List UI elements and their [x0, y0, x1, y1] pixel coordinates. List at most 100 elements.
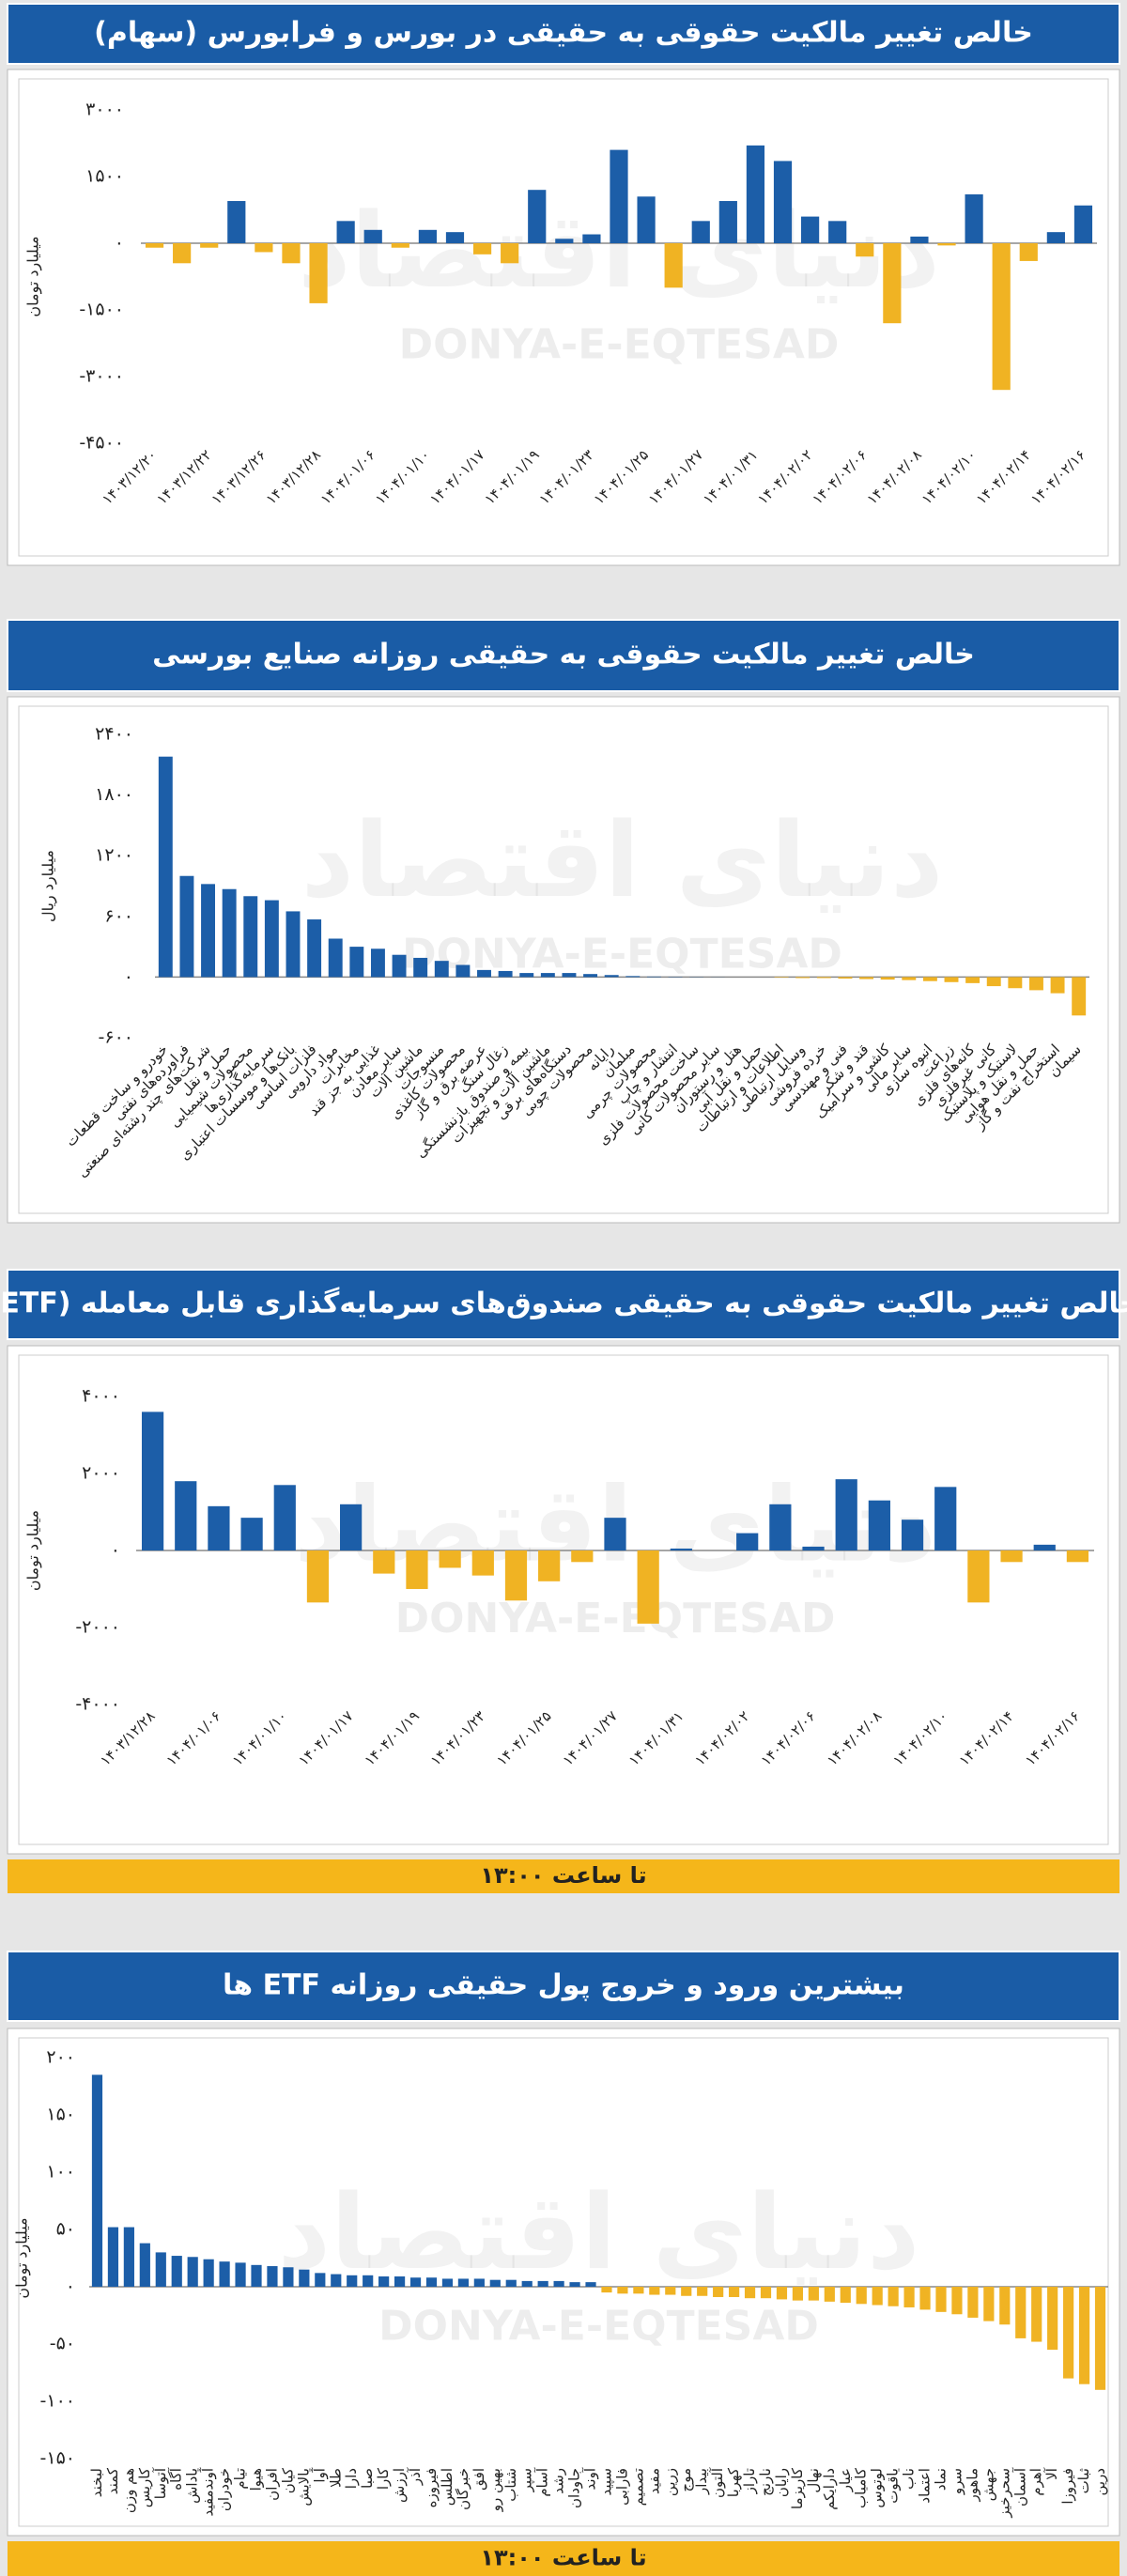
y-tick-label: -۶۰۰ [99, 1027, 133, 1048]
bar [139, 2243, 150, 2287]
bar [413, 957, 428, 978]
bar [838, 977, 853, 979]
x-tick-label: صبا [359, 2468, 376, 2489]
bar [540, 973, 555, 978]
bar [808, 2287, 819, 2301]
bar [646, 976, 661, 978]
watermark-text: DONYA-E-EQTESAD [395, 1595, 836, 1643]
bar [746, 145, 765, 243]
x-tick-label: نماد [932, 2468, 949, 2491]
x-tick-label: کاریس [136, 2467, 153, 2507]
bar [457, 2278, 469, 2287]
bar [744, 2287, 756, 2299]
x-tick-label: پالایش [295, 2468, 313, 2507]
bar [441, 2278, 454, 2287]
x-tick-label: اعتماد [917, 2468, 934, 2504]
x-tick-label: لبخند [88, 2468, 105, 2497]
x-tick-label: دارا [343, 2468, 360, 2489]
bar [363, 2275, 374, 2287]
bar [200, 243, 219, 248]
watermark-logo: دنیای اقتصاد [301, 800, 944, 920]
bar [409, 2277, 422, 2287]
x-tick-label: تیام [232, 2468, 249, 2490]
x-tick-label: اهرم [1027, 2468, 1044, 2496]
bar [1072, 977, 1087, 1016]
bar [91, 2075, 103, 2287]
y-tick-label: ۰ [111, 1540, 120, 1561]
x-tick-label: طلا [327, 2468, 344, 2488]
bar [340, 1504, 363, 1550]
x-tick-label: زرین [661, 2468, 678, 2496]
plot-frame [18, 705, 1109, 1214]
bar [774, 977, 789, 978]
bar [944, 977, 959, 982]
bar [983, 2287, 995, 2321]
y-tick-label: ۱۵۰۰ [85, 166, 124, 187]
bar [175, 1481, 197, 1550]
bar [370, 949, 385, 978]
bar [179, 875, 194, 978]
y-tick-label: ۶۰۰ [104, 905, 133, 926]
bar [637, 1550, 659, 1624]
x-tick-label: ناب [901, 2468, 918, 2490]
bar [760, 2287, 772, 2299]
bar [504, 1550, 528, 1601]
y-tick-label: ۲۰۰ [46, 2047, 75, 2068]
bar [795, 977, 811, 979]
panel [7, 69, 1120, 566]
bar [910, 236, 929, 243]
x-tick-label: هیوا [248, 2468, 265, 2491]
watermark-logo: دنیای اقتصاد [278, 2172, 920, 2292]
y-tick-label: -۱۰۰ [40, 2391, 75, 2412]
bar [670, 1548, 692, 1550]
bar [349, 947, 364, 978]
x-tick-label: پاداش [184, 2468, 202, 2504]
bar [934, 1487, 957, 1550]
footnote: تا ساعت ۱۳:۰۰ [480, 1862, 646, 1889]
bar [521, 2280, 533, 2287]
x-tick-label: رشد [550, 2468, 567, 2494]
x-tick-label: کهربا [725, 2467, 742, 2497]
x-tick-label: کامیاب [853, 2467, 870, 2508]
bar [477, 969, 491, 978]
bar [473, 2278, 485, 2287]
bar [992, 243, 1011, 391]
bar [1047, 2287, 1058, 2351]
bar [171, 2256, 182, 2287]
bar [965, 977, 980, 983]
bar [251, 2264, 262, 2287]
x-tick-label: خبرگان [455, 2468, 471, 2510]
x-tick-label: آوا [311, 2467, 328, 2482]
y-axis-title: میلیارد تومان [24, 236, 43, 316]
bar [571, 1550, 594, 1563]
bar [1066, 1550, 1089, 1563]
bar [107, 2227, 119, 2287]
header-bar [7, 1269, 1120, 1340]
bar [617, 2287, 628, 2294]
bar [769, 1504, 792, 1550]
x-tick-label: سپر [518, 2468, 536, 2492]
y-tick-label: -۴۰۰۰ [75, 1694, 120, 1715]
x-tick-label: کارا [375, 2467, 392, 2490]
bar [445, 232, 465, 243]
bar [528, 190, 547, 243]
bar [919, 2287, 931, 2310]
bar [729, 2287, 740, 2297]
bar [439, 1550, 461, 1568]
y-tick-label: ۱۸۰۰ [95, 784, 133, 805]
x-tick-label: آسام [534, 2467, 551, 2496]
x-tick-label: مفید [645, 2468, 662, 2494]
bar [1019, 243, 1038, 261]
bar [801, 216, 820, 243]
x-tick-label: بیدار [693, 2468, 710, 2495]
bar [901, 1519, 924, 1550]
bar [373, 1550, 395, 1574]
x-tick-label: هم وزن [120, 2468, 137, 2513]
bar [537, 2280, 548, 2287]
y-tick-label: ۱۲۰۰ [95, 845, 133, 866]
bar [691, 221, 710, 243]
bar [378, 2276, 390, 2287]
bar [633, 2287, 644, 2294]
bar [331, 2274, 342, 2287]
bar [235, 2262, 246, 2287]
